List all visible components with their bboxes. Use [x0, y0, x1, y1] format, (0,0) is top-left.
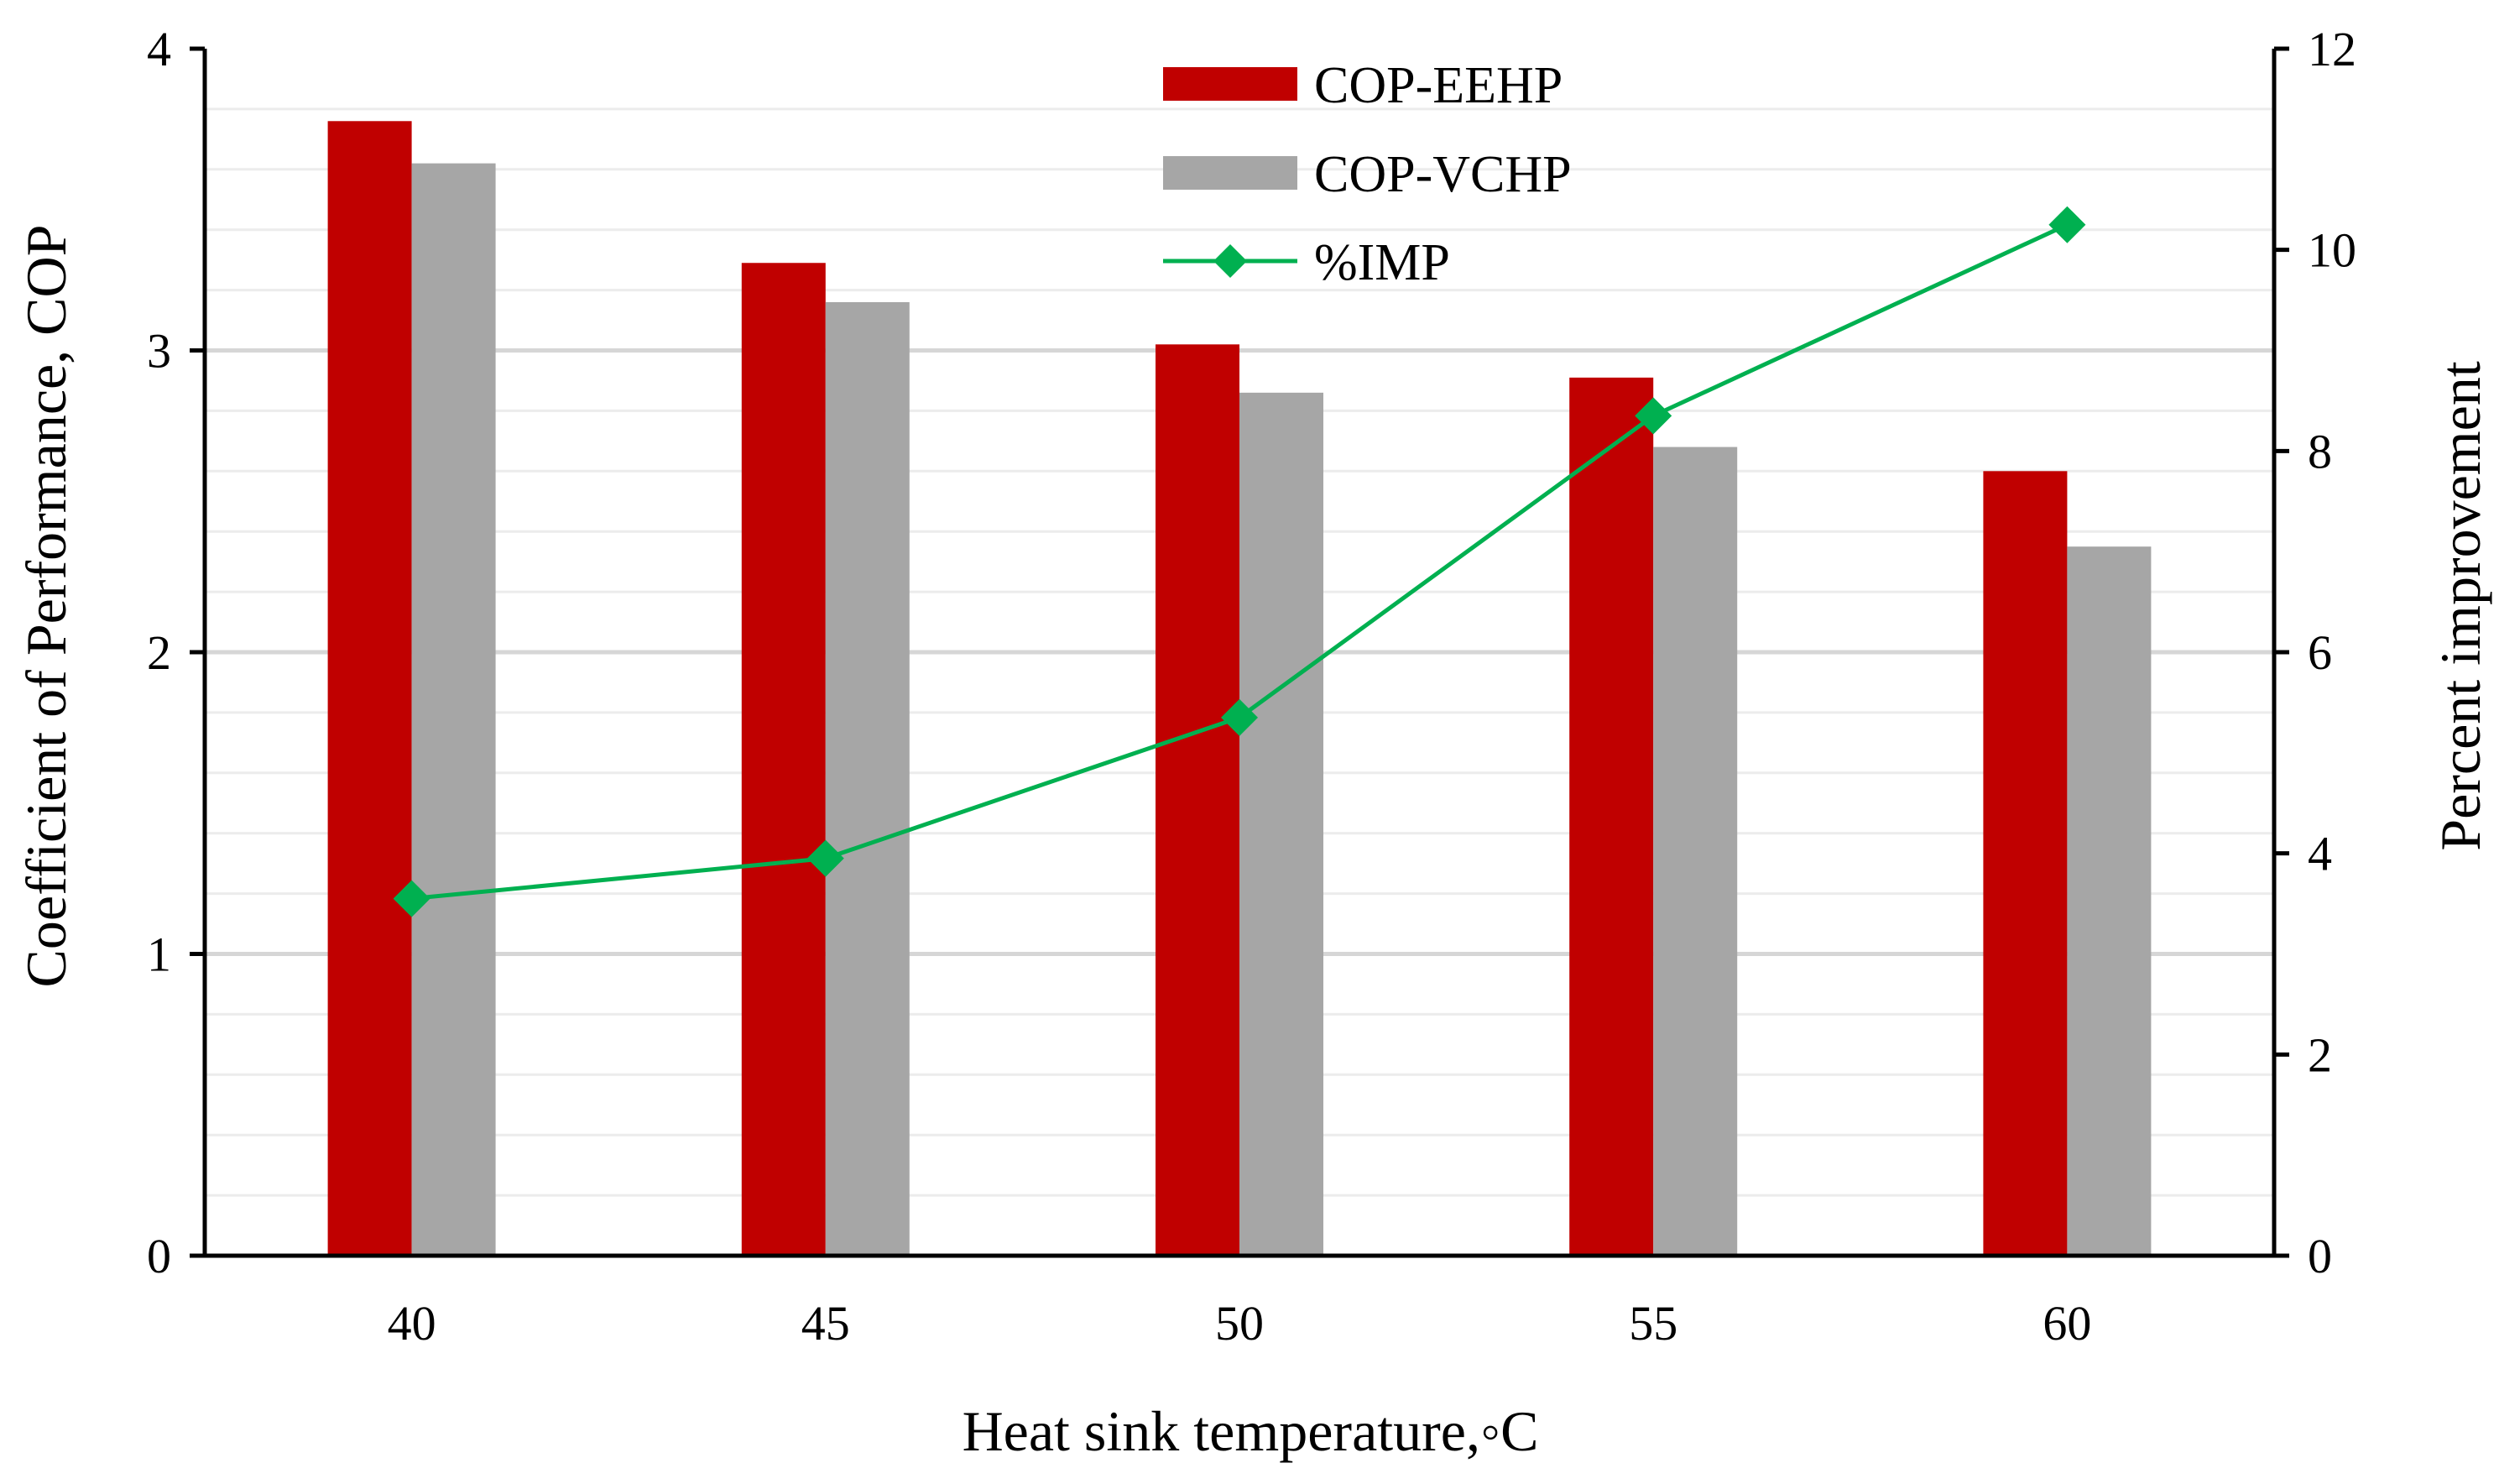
x-tick-label: 50: [1215, 1296, 1264, 1351]
point-imp-55: [1635, 397, 1672, 435]
y-tick-label: 0: [147, 1229, 171, 1283]
legend-label-cop-eehp: COP-EEHP: [1314, 57, 1563, 114]
x-tick-label: 55: [1629, 1296, 1677, 1351]
bar-cop-eehp-60: [1983, 471, 2068, 1256]
bar-series: [327, 121, 2152, 1257]
y2-tick-label: 8: [2308, 424, 2332, 478]
x-tick-label: 60: [2043, 1296, 2091, 1351]
y-tick-label: 3: [147, 324, 171, 379]
bar-cop-vchp-45: [825, 301, 910, 1257]
y2-tick-label: 10: [2308, 223, 2356, 278]
y-tick-label: 4: [147, 22, 171, 76]
bar-cop-eehp-45: [741, 263, 826, 1256]
y-tick-label: 1: [147, 928, 171, 982]
bar-cop-eehp-55: [1569, 377, 1654, 1257]
bar-cop-vchp-55: [1653, 447, 1738, 1256]
legend-swatch-cop-vchp: [1163, 156, 1297, 190]
legend-label-cop-vchp: COP-VCHP: [1314, 146, 1572, 203]
y-axis-title: Coefficient of Performance, COP: [14, 225, 78, 988]
x-axis-title: Heat sink temperature,◦C: [963, 1399, 1539, 1463]
y2-tick-label: 4: [2308, 827, 2332, 881]
point-imp-45: [806, 839, 844, 877]
legend-swatch-cop-eehp: [1163, 67, 1297, 101]
point-imp-60: [2048, 206, 2086, 243]
y2-tick-label: 6: [2308, 625, 2332, 680]
x-tick-label: 45: [801, 1296, 850, 1351]
bar-cop-vchp-40: [411, 163, 496, 1257]
legend: COP-EEHP COP-VCHP %IMP: [1163, 57, 1572, 291]
y2-tick-label: 2: [2308, 1027, 2332, 1082]
bar-cop-vchp-60: [2067, 546, 2152, 1256]
point-imp-40: [393, 880, 430, 917]
bar-cop-vchp-50: [1239, 392, 1323, 1257]
x-tick-label: 40: [388, 1296, 436, 1351]
y2-axis-title: Percent improvement: [2429, 361, 2492, 851]
y2-tick-label: 12: [2308, 22, 2356, 76]
y-tick-label: 2: [147, 625, 171, 680]
axes: [190, 46, 2289, 1258]
legend-label-imp: %IMP: [1314, 234, 1450, 291]
line-series: [393, 206, 2086, 917]
legend-marker-imp: [1213, 244, 1247, 278]
point-imp-50: [1221, 698, 1258, 736]
bar-cop-eehp-50: [1156, 344, 1239, 1256]
bar-cop-eehp-40: [327, 121, 412, 1256]
y2-tick-label: 0: [2308, 1229, 2332, 1283]
